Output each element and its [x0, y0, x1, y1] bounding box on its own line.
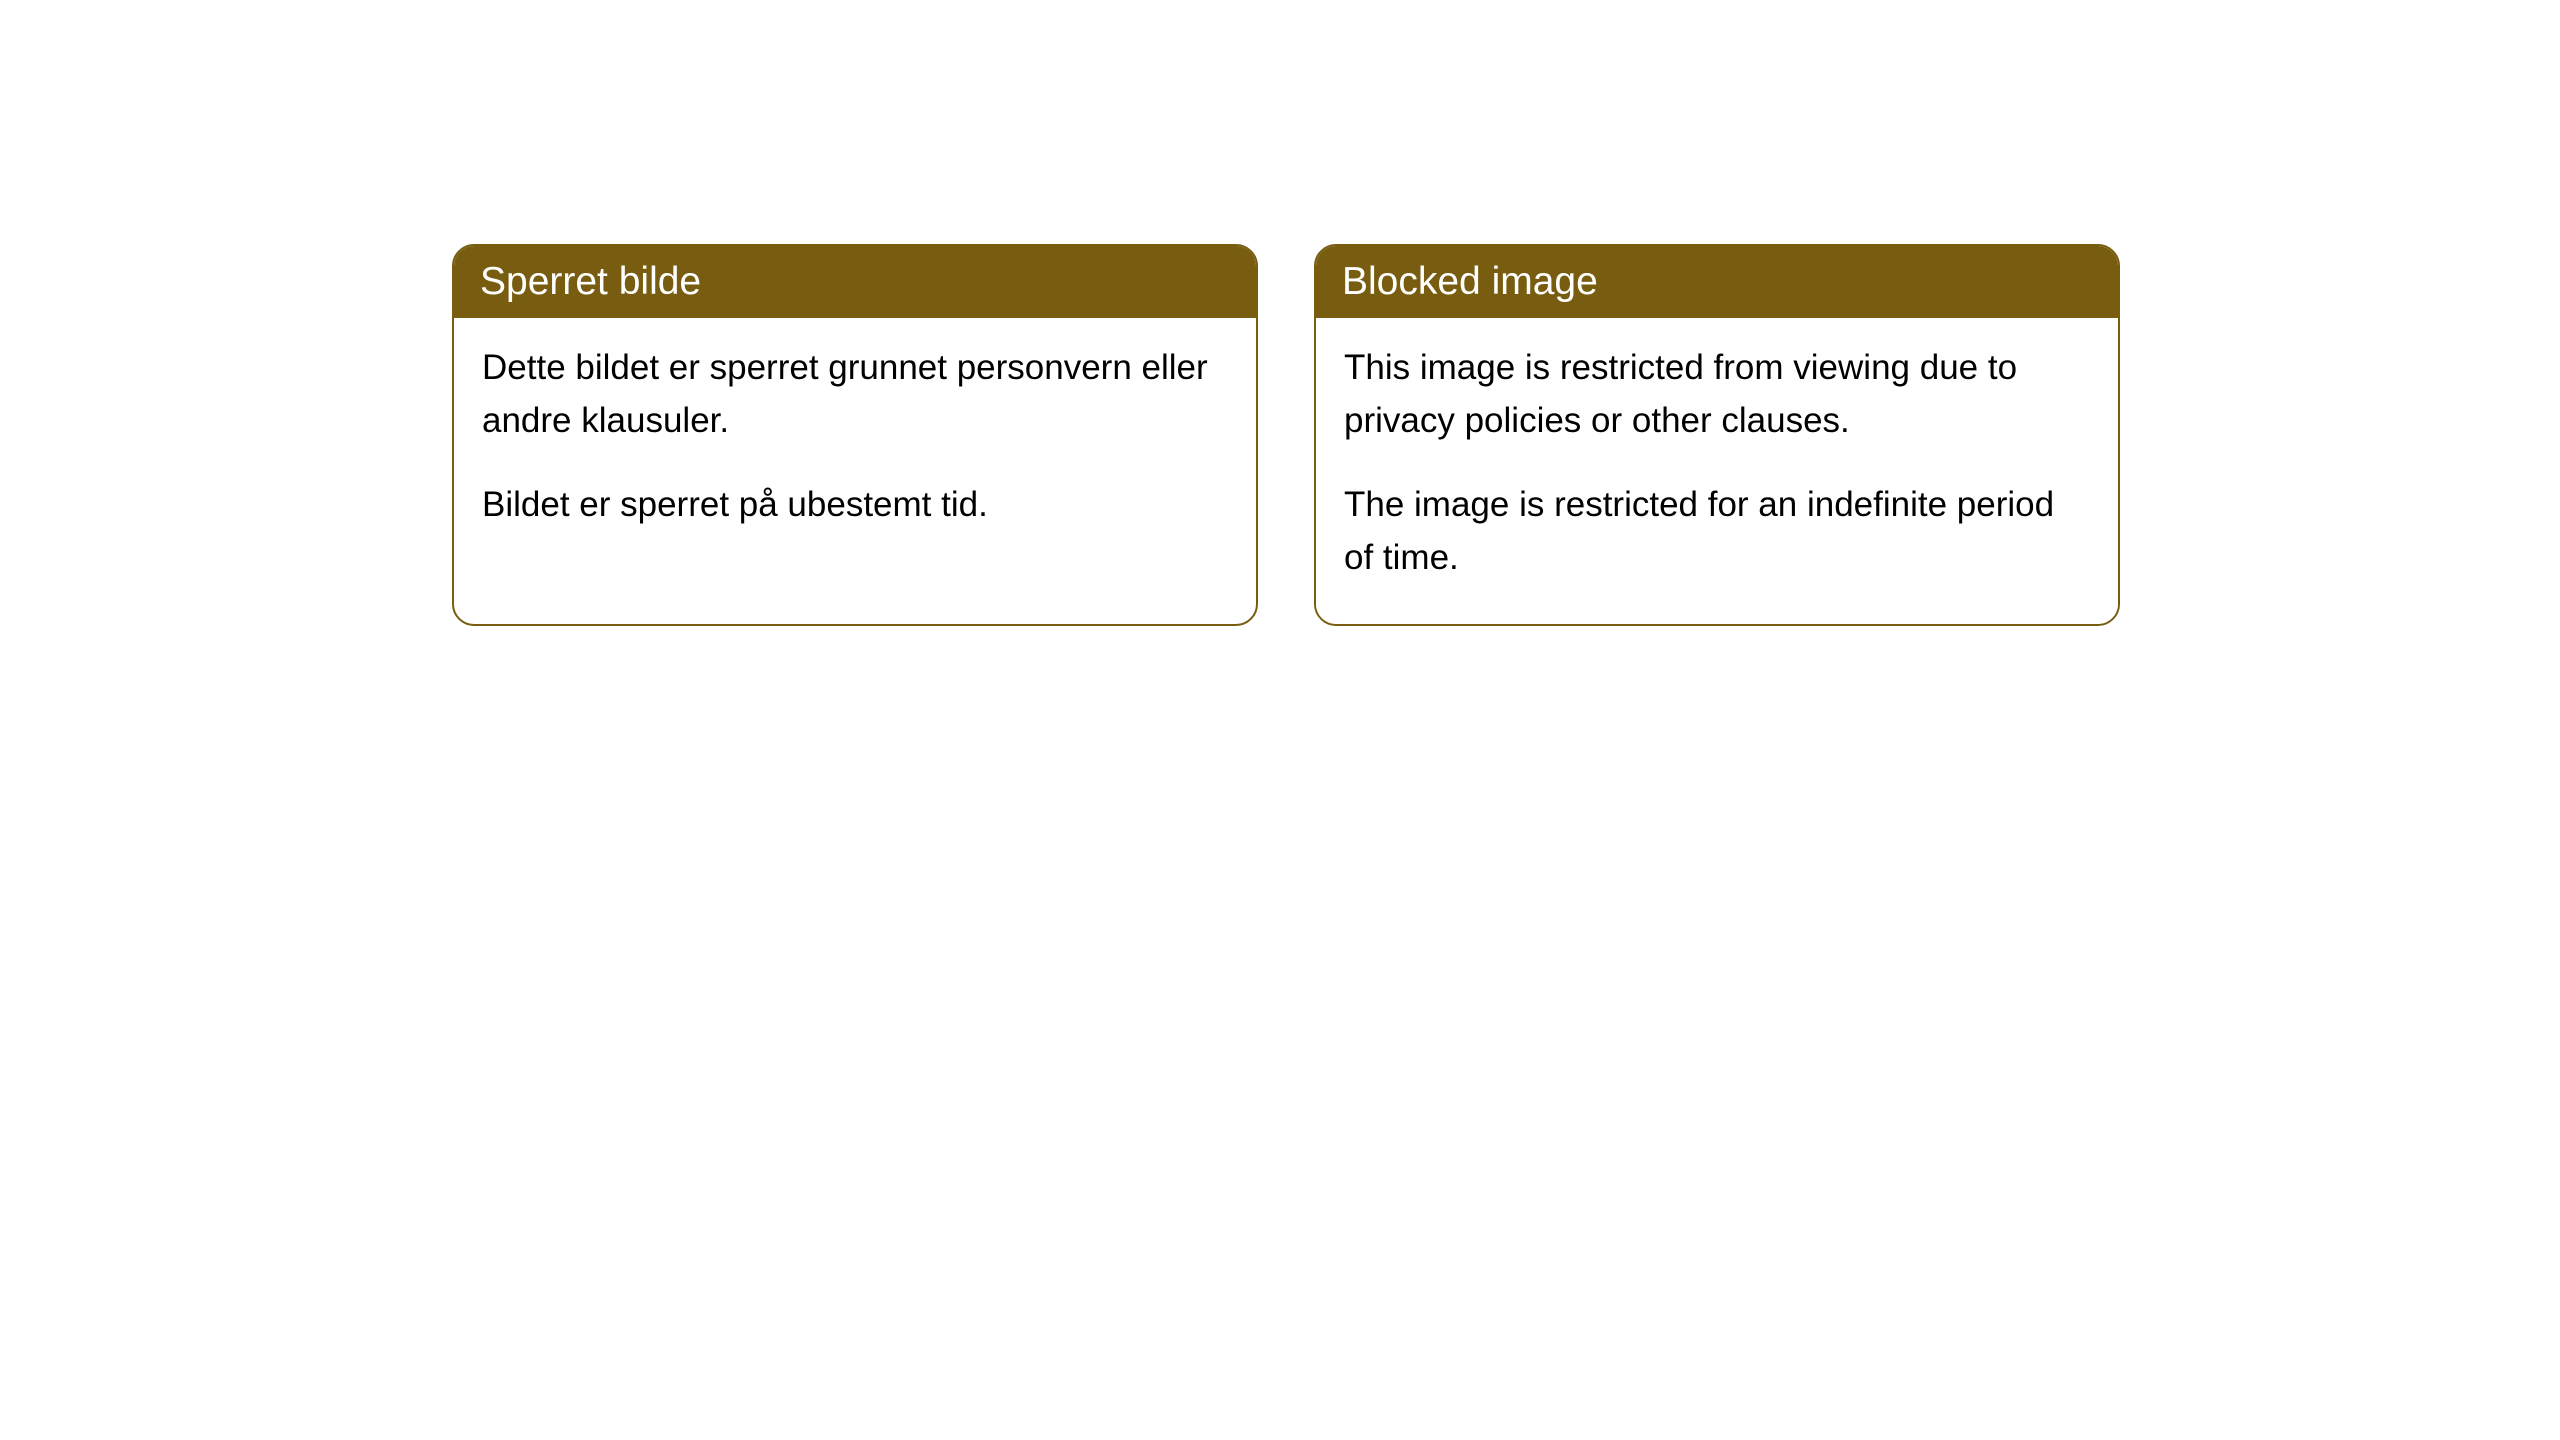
blocked-image-card-en: Blocked image This image is restricted f…	[1314, 244, 2120, 626]
card-body-en: This image is restricted from viewing du…	[1316, 318, 2118, 624]
blocked-image-card-no: Sperret bilde Dette bildet er sperret gr…	[452, 244, 1258, 626]
card-body-no: Dette bildet er sperret grunnet personve…	[454, 318, 1256, 572]
card-paragraph-2-en: The image is restricted for an indefinit…	[1344, 479, 2090, 584]
card-paragraph-1-no: Dette bildet er sperret grunnet personve…	[482, 342, 1228, 447]
message-cards-container: Sperret bilde Dette bildet er sperret gr…	[452, 244, 2120, 626]
card-title-en: Blocked image	[1342, 260, 1598, 303]
card-title-no: Sperret bilde	[480, 260, 701, 303]
card-paragraph-1-en: This image is restricted from viewing du…	[1344, 342, 2090, 447]
card-header-en: Blocked image	[1316, 246, 2118, 318]
card-paragraph-2-no: Bildet er sperret på ubestemt tid.	[482, 479, 1228, 532]
card-header-no: Sperret bilde	[454, 246, 1256, 318]
